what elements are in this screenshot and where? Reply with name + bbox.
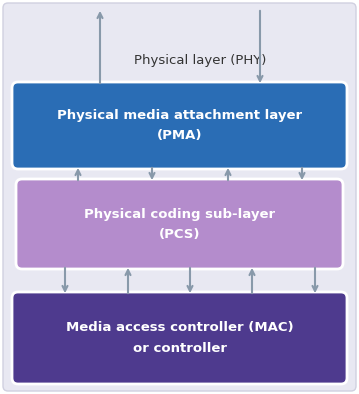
- Text: Media access controller (MAC): Media access controller (MAC): [66, 322, 294, 335]
- Text: Physical media attachment layer: Physical media attachment layer: [57, 109, 303, 122]
- FancyBboxPatch shape: [3, 3, 356, 391]
- Text: Physical layer (PHY): Physical layer (PHY): [134, 54, 266, 67]
- FancyBboxPatch shape: [16, 179, 343, 269]
- Text: Physical coding sub-layer: Physical coding sub-layer: [84, 208, 276, 221]
- FancyBboxPatch shape: [12, 82, 347, 169]
- Text: (PMA): (PMA): [157, 129, 203, 142]
- FancyBboxPatch shape: [12, 292, 347, 384]
- Text: or controller: or controller: [133, 342, 227, 355]
- Text: (PCS): (PCS): [159, 227, 201, 240]
